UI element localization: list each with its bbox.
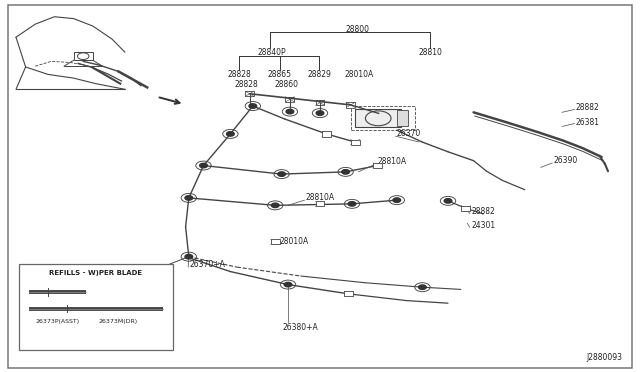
Circle shape [185,196,193,200]
Bar [74,52,93,60]
Text: 28810A: 28810A [378,157,407,166]
Bar [397,110,408,126]
Text: 28865: 28865 [268,70,292,79]
Bar [461,206,470,211]
Text: 26380+A: 26380+A [283,323,319,332]
Bar [271,239,280,244]
Text: 28882: 28882 [576,103,600,112]
Circle shape [348,202,356,206]
Bar [355,109,401,127]
Circle shape [286,109,294,114]
Circle shape [185,254,193,259]
Bar [344,291,353,296]
Text: 28800: 28800 [345,25,369,34]
Bar [351,106,415,130]
Circle shape [316,111,324,115]
Circle shape [278,172,285,176]
Text: 28810: 28810 [418,48,442,57]
Text: 28828: 28828 [227,70,252,79]
Text: 28882: 28882 [471,207,495,216]
Text: 28840P: 28840P [257,48,285,57]
Bar [322,131,331,137]
Bar [316,201,324,206]
Text: 26373M(DR): 26373M(DR) [99,319,138,324]
Circle shape [393,198,401,202]
Bar [373,163,382,168]
Text: 28860: 28860 [275,80,299,89]
Circle shape [200,163,207,168]
Circle shape [284,282,292,287]
Text: 26370+A: 26370+A [189,260,225,269]
Circle shape [227,132,234,136]
Circle shape [342,170,349,174]
Text: 28810A: 28810A [306,193,335,202]
Bar [316,100,324,105]
Circle shape [444,199,452,203]
Text: 26370: 26370 [397,129,421,138]
Text: 26390: 26390 [554,156,578,165]
Circle shape [419,285,426,289]
Bar [245,91,254,96]
Text: J2880093: J2880093 [586,353,622,362]
Bar [351,140,360,145]
Text: 26373P(ASST): 26373P(ASST) [36,319,79,324]
Text: 28010A: 28010A [344,70,374,79]
Circle shape [271,203,279,208]
Text: 28828: 28828 [234,80,259,89]
Bar [19,264,173,350]
Text: 24301: 24301 [471,221,495,230]
Text: REFILLS - W)PER BLADE: REFILLS - W)PER BLADE [49,270,143,276]
Text: 26381: 26381 [576,118,600,126]
Circle shape [249,104,257,108]
Bar [285,97,294,102]
Bar [346,102,355,108]
Text: 28829: 28829 [307,70,332,79]
Text: 28010A: 28010A [279,237,308,246]
